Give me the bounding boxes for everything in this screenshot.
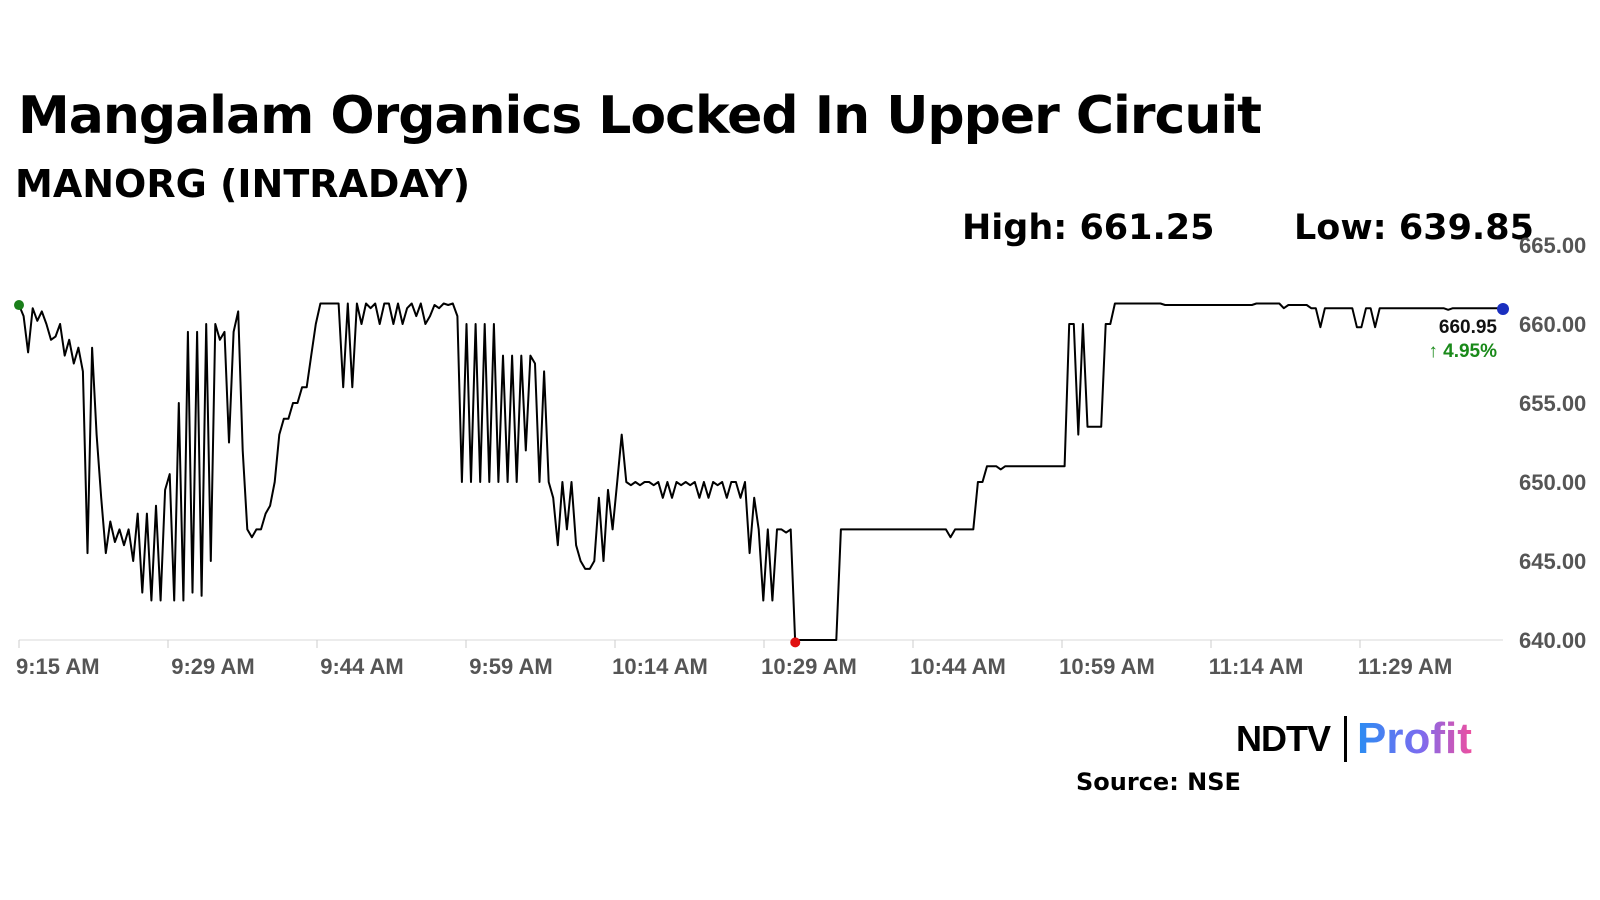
chart-markers <box>14 300 1509 648</box>
price-series-line <box>18 302 1504 644</box>
day-low-label: Low: 639.85 <box>1294 208 1534 248</box>
x-tick-label: 10:14 AM <box>612 654 708 679</box>
chart-title: Mangalam Organics Locked In Upper Circui… <box>18 86 1262 146</box>
x-tick-label: 9:59 AM <box>469 654 553 679</box>
chart-annotations: 660.95 ↑ 4.95% <box>1428 317 1497 362</box>
y-tick-label: 660.00 <box>1519 312 1586 337</box>
percent-change-label: ↑ 4.95% <box>1428 341 1497 362</box>
logo-divider <box>1344 716 1347 762</box>
x-tick-label: 10:44 AM <box>910 654 1006 679</box>
y-tick-label: 665.00 <box>1519 233 1586 258</box>
logo-ndtv-text: NDTV <box>1236 718 1331 759</box>
x-tick-label: 9:44 AM <box>320 654 404 679</box>
y-tick-label: 640.00 <box>1519 628 1586 653</box>
y-tick-label: 655.00 <box>1519 391 1586 416</box>
day-high-label: High: 661.25 <box>962 208 1215 248</box>
logo-profit-text: Profit <box>1357 714 1472 763</box>
y-tick-label: 645.00 <box>1519 549 1586 574</box>
x-axis: 9:15 AM 9:29 AM 9:44 AM 9:59 AM 10:14 AM 10:2… <box>16 639 1503 679</box>
x-tick-label: 10:59 AM <box>1059 654 1155 679</box>
ndtv-profit-logo: NDTV Profit <box>1236 712 1472 766</box>
x-tick-label: 11:14 AM <box>1209 654 1304 679</box>
y-axis: 640.00 645.00 650.00 655.00 660.00 665.00 <box>1519 233 1586 653</box>
day-low-marker <box>790 637 801 648</box>
y-tick-label: 650.00 <box>1519 470 1586 495</box>
chart-subtitle: MANORG (INTRADAY) <box>15 162 471 206</box>
x-tick-label: 9:15 AM <box>16 654 100 679</box>
source-label: Source: NSE <box>1076 768 1241 796</box>
last-price-label: 660.95 <box>1439 317 1498 338</box>
open-price-marker <box>14 300 24 311</box>
x-tick-label: 9:29 AM <box>171 654 255 679</box>
x-tick-label: 10:29 AM <box>761 654 857 679</box>
last-price-marker <box>1497 302 1509 315</box>
x-tick-label: 11:29 AM <box>1358 654 1453 679</box>
